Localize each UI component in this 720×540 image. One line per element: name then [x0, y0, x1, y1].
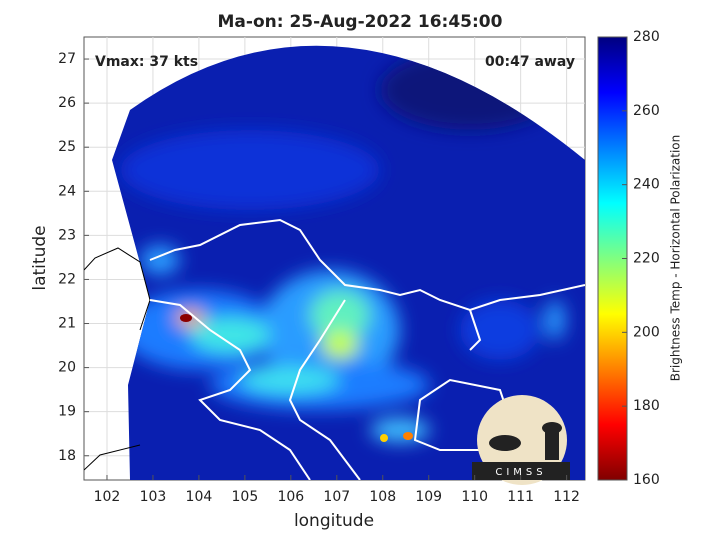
- field: [84, 45, 585, 480]
- logo-text: CIMSS: [495, 467, 546, 478]
- x-tick-label: 111: [507, 489, 534, 505]
- colorbar-tick-label: 280: [633, 29, 660, 45]
- x-axis-label: longitude: [294, 511, 374, 531]
- colorbar-tick-label: 200: [633, 324, 660, 340]
- colorbar-tick-label: 260: [633, 103, 660, 119]
- annotation: 00:47 away: [485, 54, 575, 70]
- y-axis-label: latitude: [30, 225, 50, 290]
- x-tick-label: 110: [461, 489, 488, 505]
- cold-spot: [403, 432, 413, 440]
- swath: [112, 45, 585, 480]
- cold-spot: [380, 434, 388, 442]
- y-tick-label: 22: [58, 271, 76, 287]
- annotation: Vmax: 37 kts: [95, 54, 198, 70]
- x-tick-label: 104: [186, 489, 213, 505]
- y-tick-label: 20: [58, 360, 76, 376]
- y-tick-label: 24: [58, 183, 76, 199]
- x-tick-label: 105: [232, 489, 259, 505]
- y-tick-label: 19: [58, 404, 76, 420]
- x-tick-label: 106: [277, 489, 304, 505]
- field-blobs: [120, 50, 565, 442]
- colorbar-label: Brightness Temp - Horizontal Polarizatio…: [669, 135, 683, 382]
- cimss-logo: CIMSS: [472, 395, 570, 485]
- y-tick-label: 18: [58, 448, 76, 464]
- x-tick-label: 109: [415, 489, 442, 505]
- colorbar-tick-label: 220: [633, 251, 660, 267]
- y-tick-label: 23: [58, 227, 76, 243]
- cold-spot: [180, 314, 192, 322]
- chart-title: Ma-on: 25-Aug-2022 16:45:00: [218, 12, 503, 32]
- x-tick-label: 107: [323, 489, 350, 505]
- x-tick-label: 102: [94, 489, 121, 505]
- y-tick-label: 21: [58, 316, 76, 332]
- y-tick-label: 27: [58, 51, 76, 67]
- colorbar-tick-label: 180: [633, 398, 660, 414]
- x-tick-label: 103: [140, 489, 167, 505]
- colorbar-tick-label: 160: [633, 472, 660, 488]
- x-tick-label: 108: [369, 489, 396, 505]
- y-tick-label: 26: [58, 95, 76, 111]
- colorbar-tick-label: 240: [633, 177, 660, 193]
- y-tick-label: 25: [58, 139, 76, 155]
- x-tick-label: 112: [553, 489, 580, 505]
